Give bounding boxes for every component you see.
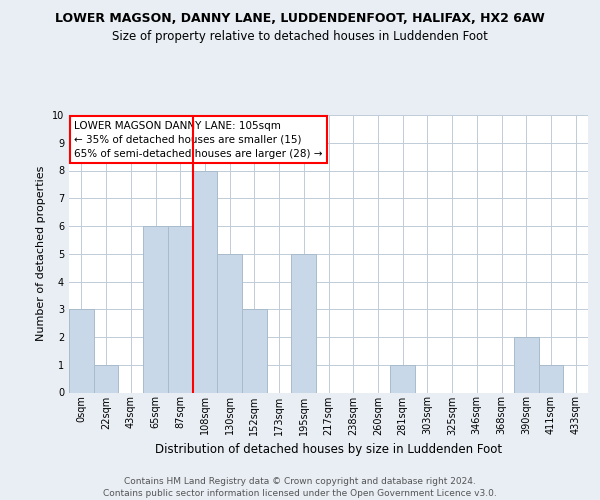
Bar [94,365,118,392]
Bar [390,365,415,392]
Bar [217,254,242,392]
Bar [69,309,94,392]
Text: LOWER MAGSON DANNY LANE: 105sqm
← 35% of detached houses are smaller (15)
65% of: LOWER MAGSON DANNY LANE: 105sqm ← 35% of… [74,120,323,158]
Bar [143,226,168,392]
Text: Contains public sector information licensed under the Open Government Licence v3: Contains public sector information licen… [103,488,497,498]
Text: LOWER MAGSON, DANNY LANE, LUDDENDENFOOT, HALIFAX, HX2 6AW: LOWER MAGSON, DANNY LANE, LUDDENDENFOOT,… [55,12,545,26]
X-axis label: Distribution of detached houses by size in Luddenden Foot: Distribution of detached houses by size … [155,443,502,456]
Bar [193,170,217,392]
Bar [168,226,193,392]
Y-axis label: Number of detached properties: Number of detached properties [37,166,46,342]
Bar [292,254,316,392]
Bar [539,365,563,392]
Text: Size of property relative to detached houses in Luddenden Foot: Size of property relative to detached ho… [112,30,488,43]
Bar [514,337,539,392]
Bar [242,309,267,392]
Text: Contains HM Land Registry data © Crown copyright and database right 2024.: Contains HM Land Registry data © Crown c… [124,477,476,486]
